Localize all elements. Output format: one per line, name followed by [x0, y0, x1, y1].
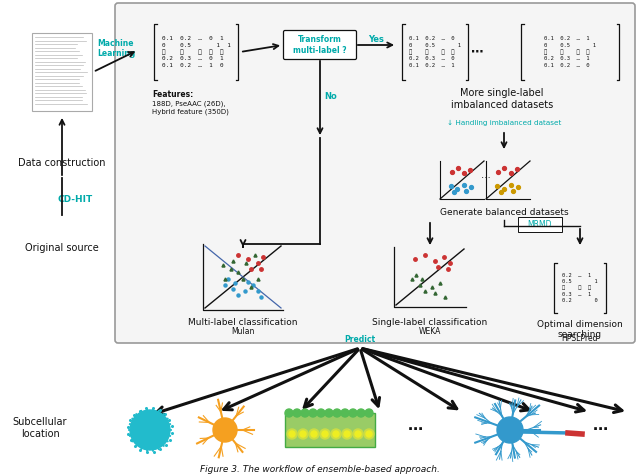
Text: ⋯: ⋯ — [471, 46, 483, 58]
Circle shape — [357, 409, 365, 417]
Text: 0.1  0.2  …  0  1
0    0.5       1  1
⋮    ⋮    ⋱  ⋮  ⋮
0.2  0.3  …  0  1
0.1  0: 0.1 0.2 … 0 1 0 0.5 1 1 ⋮ ⋮ ⋱ ⋮ ⋮ 0.2 0.… — [161, 36, 230, 68]
Text: Single-label classification: Single-label classification — [372, 318, 488, 327]
Text: WEKA: WEKA — [419, 327, 441, 336]
Text: Mulan: Mulan — [231, 327, 255, 336]
Text: 0.1  0.2  …  0
0    0.5       1
⋮    ⋮    ⋱  ⋮
0.2  0.3  …  0
0.1  0.2  …  1: 0.1 0.2 … 0 0 0.5 1 ⋮ ⋮ ⋱ ⋮ 0.2 0.3 … 0 … — [409, 36, 461, 68]
Circle shape — [366, 431, 372, 437]
Circle shape — [333, 409, 341, 417]
Bar — [285, 413, 375, 447]
Circle shape — [289, 431, 295, 437]
Text: Yes: Yes — [368, 35, 384, 44]
Circle shape — [317, 409, 325, 417]
Circle shape — [355, 431, 361, 437]
Circle shape — [285, 409, 293, 417]
Text: More single-label
imbalanced datasets: More single-label imbalanced datasets — [451, 88, 553, 109]
Circle shape — [344, 431, 350, 437]
Text: Transform
multi-label ?: Transform multi-label ? — [293, 35, 347, 55]
Text: CD-HIT: CD-HIT — [58, 195, 93, 204]
Text: ⋯: ⋯ — [593, 422, 607, 438]
Text: Optimal dimension
searching: Optimal dimension searching — [537, 320, 623, 339]
Circle shape — [309, 409, 317, 417]
Text: 0.2  …  1
0.5       1
⋮    ⋱  ⋮
0.3  …  1
0.2       0: 0.2 … 1 0.5 1 ⋮ ⋱ ⋮ 0.3 … 1 0.2 0 — [562, 273, 598, 303]
Circle shape — [341, 409, 349, 417]
Circle shape — [301, 409, 309, 417]
Text: Original source: Original source — [25, 243, 99, 253]
Circle shape — [325, 409, 333, 417]
Circle shape — [144, 424, 156, 436]
Circle shape — [287, 429, 297, 439]
Circle shape — [322, 431, 328, 437]
Circle shape — [365, 409, 373, 417]
Circle shape — [309, 429, 319, 439]
Circle shape — [300, 431, 306, 437]
Circle shape — [333, 431, 339, 437]
Text: Predict: Predict — [344, 336, 376, 345]
Text: ⋯: ⋯ — [408, 422, 422, 438]
Text: HPSLPred: HPSLPred — [562, 334, 598, 343]
Text: MRMD: MRMD — [528, 219, 552, 228]
Text: Generate balanced datasets: Generate balanced datasets — [440, 208, 568, 217]
Circle shape — [497, 417, 523, 443]
Circle shape — [353, 429, 363, 439]
Circle shape — [140, 420, 160, 440]
Circle shape — [213, 418, 237, 442]
Circle shape — [293, 409, 301, 417]
Text: …: … — [481, 170, 491, 180]
FancyBboxPatch shape — [115, 3, 635, 343]
Bar — [32, 33, 92, 111]
Circle shape — [349, 409, 357, 417]
Text: Figure 3. The workflow of ensemble-based approach.: Figure 3. The workflow of ensemble-based… — [200, 465, 440, 474]
FancyBboxPatch shape — [284, 30, 356, 60]
Circle shape — [311, 431, 317, 437]
Circle shape — [130, 410, 170, 450]
Text: Subcellular
location: Subcellular location — [13, 417, 67, 439]
Circle shape — [331, 429, 341, 439]
Text: 0.1  0.2  …  1
0    0.5       1
⋮    ⋮    ⋱  ⋮
0.2  0.3  …  1
0.1  0.2  …  0: 0.1 0.2 … 1 0 0.5 1 ⋮ ⋮ ⋱ ⋮ 0.2 0.3 … 1 … — [544, 36, 596, 68]
Text: No: No — [324, 91, 337, 100]
Circle shape — [134, 414, 166, 446]
Text: ↓ Handling imbalanced dataset: ↓ Handling imbalanced dataset — [447, 120, 561, 126]
Circle shape — [320, 429, 330, 439]
FancyBboxPatch shape — [518, 217, 562, 232]
Circle shape — [502, 422, 518, 438]
Circle shape — [342, 429, 352, 439]
Circle shape — [218, 423, 232, 437]
Text: Machine
Learning: Machine Learning — [97, 38, 135, 58]
Text: Multi-label classification: Multi-label classification — [188, 318, 298, 327]
Circle shape — [298, 429, 308, 439]
Text: Features:: Features: — [152, 90, 193, 99]
Circle shape — [364, 429, 374, 439]
Text: Data construction: Data construction — [19, 158, 106, 168]
Text: 188D, PseAAC (26D),
Hybrid feature (350D): 188D, PseAAC (26D), Hybrid feature (350D… — [152, 100, 229, 115]
